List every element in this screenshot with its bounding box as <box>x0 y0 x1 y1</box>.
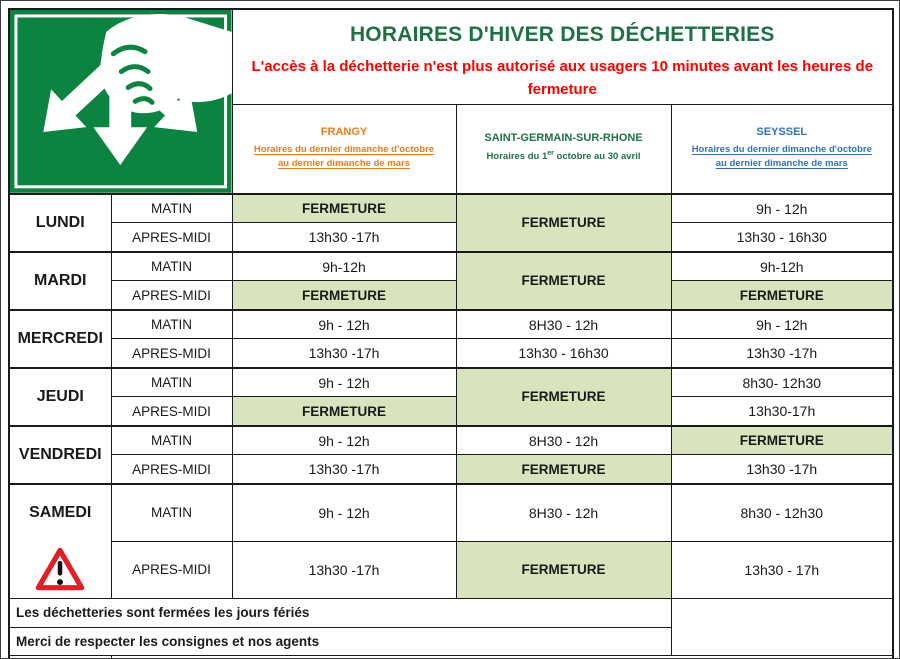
schedule-cell-seyssel: FERMETURE <box>670 424 894 456</box>
period-label: APRES-MIDI <box>110 338 233 369</box>
site-period-line1: Horaires du dernier dimanche d'octobre <box>253 143 435 155</box>
schedule-cell-frangy: 13h30 -17h <box>231 222 457 253</box>
schedule-cell-frangy: 13h30 -17h <box>231 540 457 599</box>
page-title: HORAIRES D'HIVER DES DÉCHETTERIES <box>349 23 775 46</box>
schedule-cell-frangy: 9h-12h <box>231 250 457 282</box>
contacts-label: CONTACTS <box>8 654 112 658</box>
schedule-cell-seyssel: FERMETURE <box>670 280 894 311</box>
warning-triangle-svg <box>35 548 85 591</box>
schedule-cell-seyssel: 8h30 - 12h30 <box>670 482 894 542</box>
site-period-line1: Horaires du dernier dimanche d'octobre <box>691 143 872 155</box>
period-label: APRES-MIDI <box>110 540 233 599</box>
site-period-line2: au dernier dimanche de mars <box>715 158 848 170</box>
schedule-cell-saint_germain: FERMETURE <box>455 250 672 311</box>
day-label-mercredi: MERCREDI <box>8 308 112 369</box>
schedule-cell-saint_germain: 13h30 - 16h30 <box>455 338 672 369</box>
warning-triangle-icon <box>10 542 110 598</box>
day-label-lundi: LUNDI <box>8 192 112 253</box>
schedule-cell-seyssel: 9h-12h <box>670 250 894 282</box>
schedule-cell-seyssel: 9h - 12h <box>670 308 894 340</box>
period-label: MATIN <box>110 366 233 398</box>
schedule-cell-seyssel: 13h30 - 16h30 <box>670 222 894 253</box>
period-label: MATIN <box>110 308 233 340</box>
site-name: FRANGY <box>320 125 368 138</box>
ccur-logo-icon: CCUR Communauté de Communes USSES RHONE <box>402 657 404 658</box>
day-label-vendredi: VENDREDI <box>8 424 112 485</box>
schedule-cell-saint_germain: 8H30 - 12h <box>455 308 672 340</box>
schedule-cell-seyssel: 9h - 12h <box>670 192 894 224</box>
day-label-samedi: SAMEDI <box>8 482 112 599</box>
schedule-cell-saint_germain: FERMETURE <box>455 540 672 599</box>
schedule-cell-frangy: 9h - 12h <box>231 482 457 542</box>
contacts-body: Pôle Environnement70 route de la Semine … <box>110 654 894 658</box>
site-period: Horaires du 1er octobre au 30 avril <box>486 150 641 163</box>
schedule-cell-frangy: 9h - 12h <box>231 308 457 340</box>
schedule-cell-frangy: FERMETURE <box>231 280 457 311</box>
schedule-cell-seyssel: 13h30 -17h <box>670 338 894 369</box>
day-label-text: SAMEDI <box>29 504 92 522</box>
schedule-cell-seyssel: 8h30- 12h30 <box>670 366 894 398</box>
schedule-cell-saint_germain: 8H30 - 12h <box>455 482 672 542</box>
hand-three-arrows-icon <box>10 10 232 193</box>
schedule-cell-frangy: 9h - 12h <box>231 424 457 456</box>
period-label: APRES-MIDI <box>110 454 233 485</box>
period-label: MATIN <box>110 424 233 456</box>
ccur-logo: CCUR Communauté de Communes USSES RHONE <box>374 657 466 658</box>
note-holidays: Les déchetteries sont fermées les jours … <box>8 597 672 628</box>
period-label: APRES-MIDI <box>110 222 233 253</box>
schedule-cell-frangy: 13h30 -17h <box>231 454 457 485</box>
column-header-saint-germain: SAINT-GERMAIN-SUR-RHONE Horaires du 1er … <box>455 103 672 195</box>
period-label: APRES-MIDI <box>110 396 233 427</box>
page-subtitle: L'accès à la déchetterie n'est plus auto… <box>251 58 874 98</box>
note-respect: Merci de respecter les consignes et nos … <box>8 626 672 656</box>
day-label-mardi: MARDI <box>8 250 112 311</box>
schedule-cell-frangy: FERMETURE <box>231 192 457 224</box>
site-period-line2: au dernier dimanche de mars <box>278 158 411 170</box>
dechetterie-sign <box>8 8 233 195</box>
schedule-cell-saint_germain: FERMETURE <box>455 454 672 485</box>
title-block: HORAIRES D'HIVER DES DÉCHETTERIES L'accè… <box>231 8 894 105</box>
schedule-cell-saint_germain: 8H30 - 12h <box>455 424 672 456</box>
schedule-cell-frangy: 13h30 -17h <box>231 338 457 369</box>
schedule-cell-frangy: FERMETURE <box>231 396 457 427</box>
schedule-cell-saint_germain: FERMETURE <box>455 192 672 253</box>
schedule-cell-saint_germain: FERMETURE <box>455 366 672 427</box>
site-name: SEYSSEL <box>756 125 808 138</box>
column-header-frangy: FRANGY Horaires du dernier dimanche d'oc… <box>231 103 457 195</box>
period-label: MATIN <box>110 250 233 282</box>
column-header-seyssel: SEYSSEL Horaires du dernier dimanche d'o… <box>670 103 894 195</box>
day-label-jeudi: JEUDI <box>8 366 112 427</box>
schedule-cell-frangy: 9h - 12h <box>231 366 457 398</box>
period-label: APRES-MIDI <box>110 280 233 311</box>
schedule-table: HORAIRES D'HIVER DES DÉCHETTERIES L'accè… <box>8 8 895 658</box>
period-label: MATIN <box>110 192 233 224</box>
schedule-cell-seyssel: 13h30-17h <box>670 396 894 427</box>
schedule-cell-seyssel: 13h30 - 17h <box>670 540 894 599</box>
site-name: SAINT-GERMAIN-SUR-RHONE <box>484 132 643 145</box>
schedule-cell-seyssel: 13h30 -17h <box>670 454 894 485</box>
period-label: MATIN <box>110 482 233 542</box>
